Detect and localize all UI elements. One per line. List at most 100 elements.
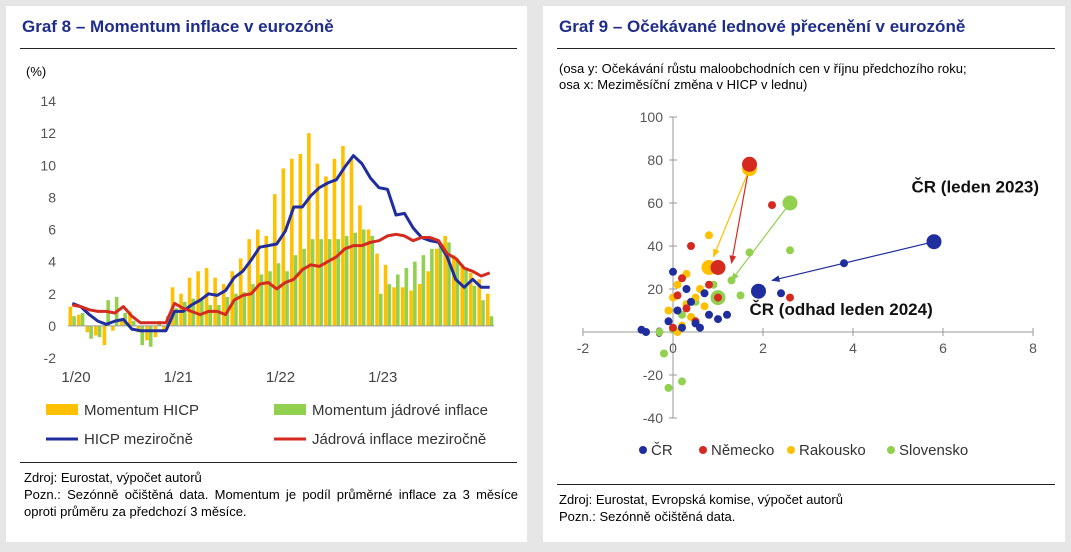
graf8-bar-momentum-core <box>242 292 247 326</box>
graf9-point <box>742 156 757 172</box>
graf9-legend-label: Slovensko <box>899 442 968 459</box>
graf9-legend-marker <box>639 446 647 454</box>
graf8-bar-momentum-hicp <box>94 325 98 336</box>
graf8-bar-momentum-hicp <box>409 290 413 326</box>
graf8-bar-momentum-core <box>489 316 494 326</box>
graf9-legend-marker <box>887 446 895 454</box>
graf9-x-tick-label: 8 <box>1029 340 1037 356</box>
graf8-note-rule <box>20 462 517 463</box>
graf9-point <box>705 280 713 289</box>
graf9-point <box>682 304 691 313</box>
graf8-bar-momentum-hicp <box>358 205 362 326</box>
graf9-point <box>840 259 848 268</box>
graf9-y-tick-label: 60 <box>647 195 663 211</box>
graf8-bar-momentum-core <box>344 235 349 326</box>
graf8-bar-momentum-core <box>370 235 375 326</box>
graf8-bar-momentum-core <box>293 255 298 326</box>
graf9-x-tick-label: -2 <box>577 340 590 356</box>
graf8-y-tick-label: 10 <box>40 157 56 173</box>
graf8-bar-momentum-hicp <box>366 229 371 326</box>
graf8-bar-momentum-core <box>285 271 289 326</box>
graf8-legend-label: Momentum HICP <box>84 402 199 419</box>
graf9-point <box>745 248 754 257</box>
graf8-y-tick-label: 4 <box>48 254 56 270</box>
graf8-bar-momentum-core <box>396 274 400 326</box>
graf8-y-tick-label: 6 <box>48 222 56 238</box>
graf8-bar-momentum-hicp <box>85 325 90 333</box>
graf9-point <box>777 289 785 298</box>
graf9-y-tick-label: 100 <box>640 109 664 125</box>
graf9-source: Zdroj: Eurostat, Evropská komise, výpoče… <box>559 492 843 507</box>
graf9-arrow <box>729 164 751 265</box>
graf9-y-tick-label: 20 <box>647 281 663 297</box>
graf9-point <box>682 285 691 293</box>
graf8-title-rule <box>20 48 517 49</box>
graf8-bar-momentum-hicp <box>417 284 422 326</box>
graf9-point <box>710 260 726 275</box>
graf9-point <box>664 383 673 392</box>
graf8-bar-momentum-hicp <box>443 235 447 326</box>
graf9-note-rule <box>557 484 1055 485</box>
graf8-bar-momentum-hicp <box>230 271 234 326</box>
graf8-bar-momentum-core <box>140 325 144 346</box>
graf8-x-tick-label: 1/20 <box>61 369 90 386</box>
graf9-arrow <box>712 168 751 258</box>
graf9-arrow <box>771 241 935 282</box>
graf8-bar-momentum-core <box>430 248 434 326</box>
graf9-point <box>727 276 736 285</box>
graf8-bar-momentum-core <box>89 325 93 339</box>
graf8-y-tick-label: 8 <box>48 189 56 205</box>
graf8-bar-momentum-core <box>259 274 264 326</box>
graf8-bar-momentum-hicp <box>255 229 260 326</box>
graf9-point <box>926 234 942 250</box>
graf9-point <box>660 349 668 358</box>
graf8-bar-momentum-core <box>447 242 451 326</box>
graf8-bar-momentum-core <box>183 301 187 326</box>
graf8-bar-momentum-hicp <box>460 264 465 326</box>
graf8-bar-momentum-hicp <box>332 158 337 326</box>
graf8-bar-momentum-core <box>455 258 460 326</box>
graf8-bar-momentum-hicp <box>247 239 252 326</box>
graf8-bar-momentum-core <box>97 325 102 338</box>
graf8-bar-momentum-core <box>302 248 306 326</box>
graf9-point <box>782 195 798 211</box>
graf8-bar-momentum-hicp <box>272 194 277 326</box>
graf8-source: Zdroj: Eurostat, výpočet autorů <box>24 470 202 485</box>
graf9-point <box>687 242 695 250</box>
graf9-note: Pozn.: Sezónně očištěná data. <box>559 509 736 524</box>
graf8-y-tick-label: 2 <box>48 286 56 302</box>
graf9-point <box>687 297 695 306</box>
graf9-y-tick-label: 40 <box>647 238 663 254</box>
graf8-bar-momentum-hicp <box>392 287 396 326</box>
graf8-bar-momentum-hicp <box>145 325 149 341</box>
graf9-point <box>714 293 722 302</box>
graf9-point <box>673 291 682 300</box>
graf8-legend-label: Momentum jádrové inflace <box>312 402 488 419</box>
graf8-bar-momentum-hicp <box>290 158 294 326</box>
graf9-x-tick-label: 4 <box>849 340 857 356</box>
graf8-bar-momentum-core <box>327 239 332 326</box>
graf8-bar-momentum-core <box>353 232 357 326</box>
graf8-y-tick-label: 14 <box>40 93 56 109</box>
graf9-legend-marker <box>699 446 707 454</box>
graf9-legend-label: Německo <box>711 442 774 459</box>
graf8-bar-momentum-hicp <box>485 293 490 326</box>
graf8-bar-momentum-hicp <box>77 314 81 326</box>
graf8-bar-momentum-hicp <box>349 158 354 326</box>
graf9-point <box>705 310 713 319</box>
graf9-point <box>723 310 731 319</box>
graf9-legend-label: Rakousko <box>799 442 866 459</box>
graf8-bar-momentum-hicp <box>375 253 379 326</box>
graf8-bar-momentum-hicp <box>307 133 311 326</box>
graf9-point <box>705 231 713 240</box>
graf8-bar-momentum-hicp <box>213 277 217 326</box>
graf9-y-tick-label: -40 <box>643 410 663 426</box>
graf9-point <box>700 302 709 311</box>
graf8-title: Graf 8 – Momentum inflace v eurozóně <box>22 17 334 36</box>
graf8-bar-momentum-hicp <box>383 264 388 326</box>
graf8-bar-momentum-hicp <box>315 163 320 326</box>
graf8-bar-momentum-hicp <box>196 271 200 326</box>
graf8-chart: (%) -2 0 2 4 6 8 10 12 14 1/20 1/21 1/22 1/23 Momentum… <box>26 64 494 448</box>
graf9-axis-note-x: osa x: Meziměsíční změna v HICP v lednu) <box>559 77 808 92</box>
